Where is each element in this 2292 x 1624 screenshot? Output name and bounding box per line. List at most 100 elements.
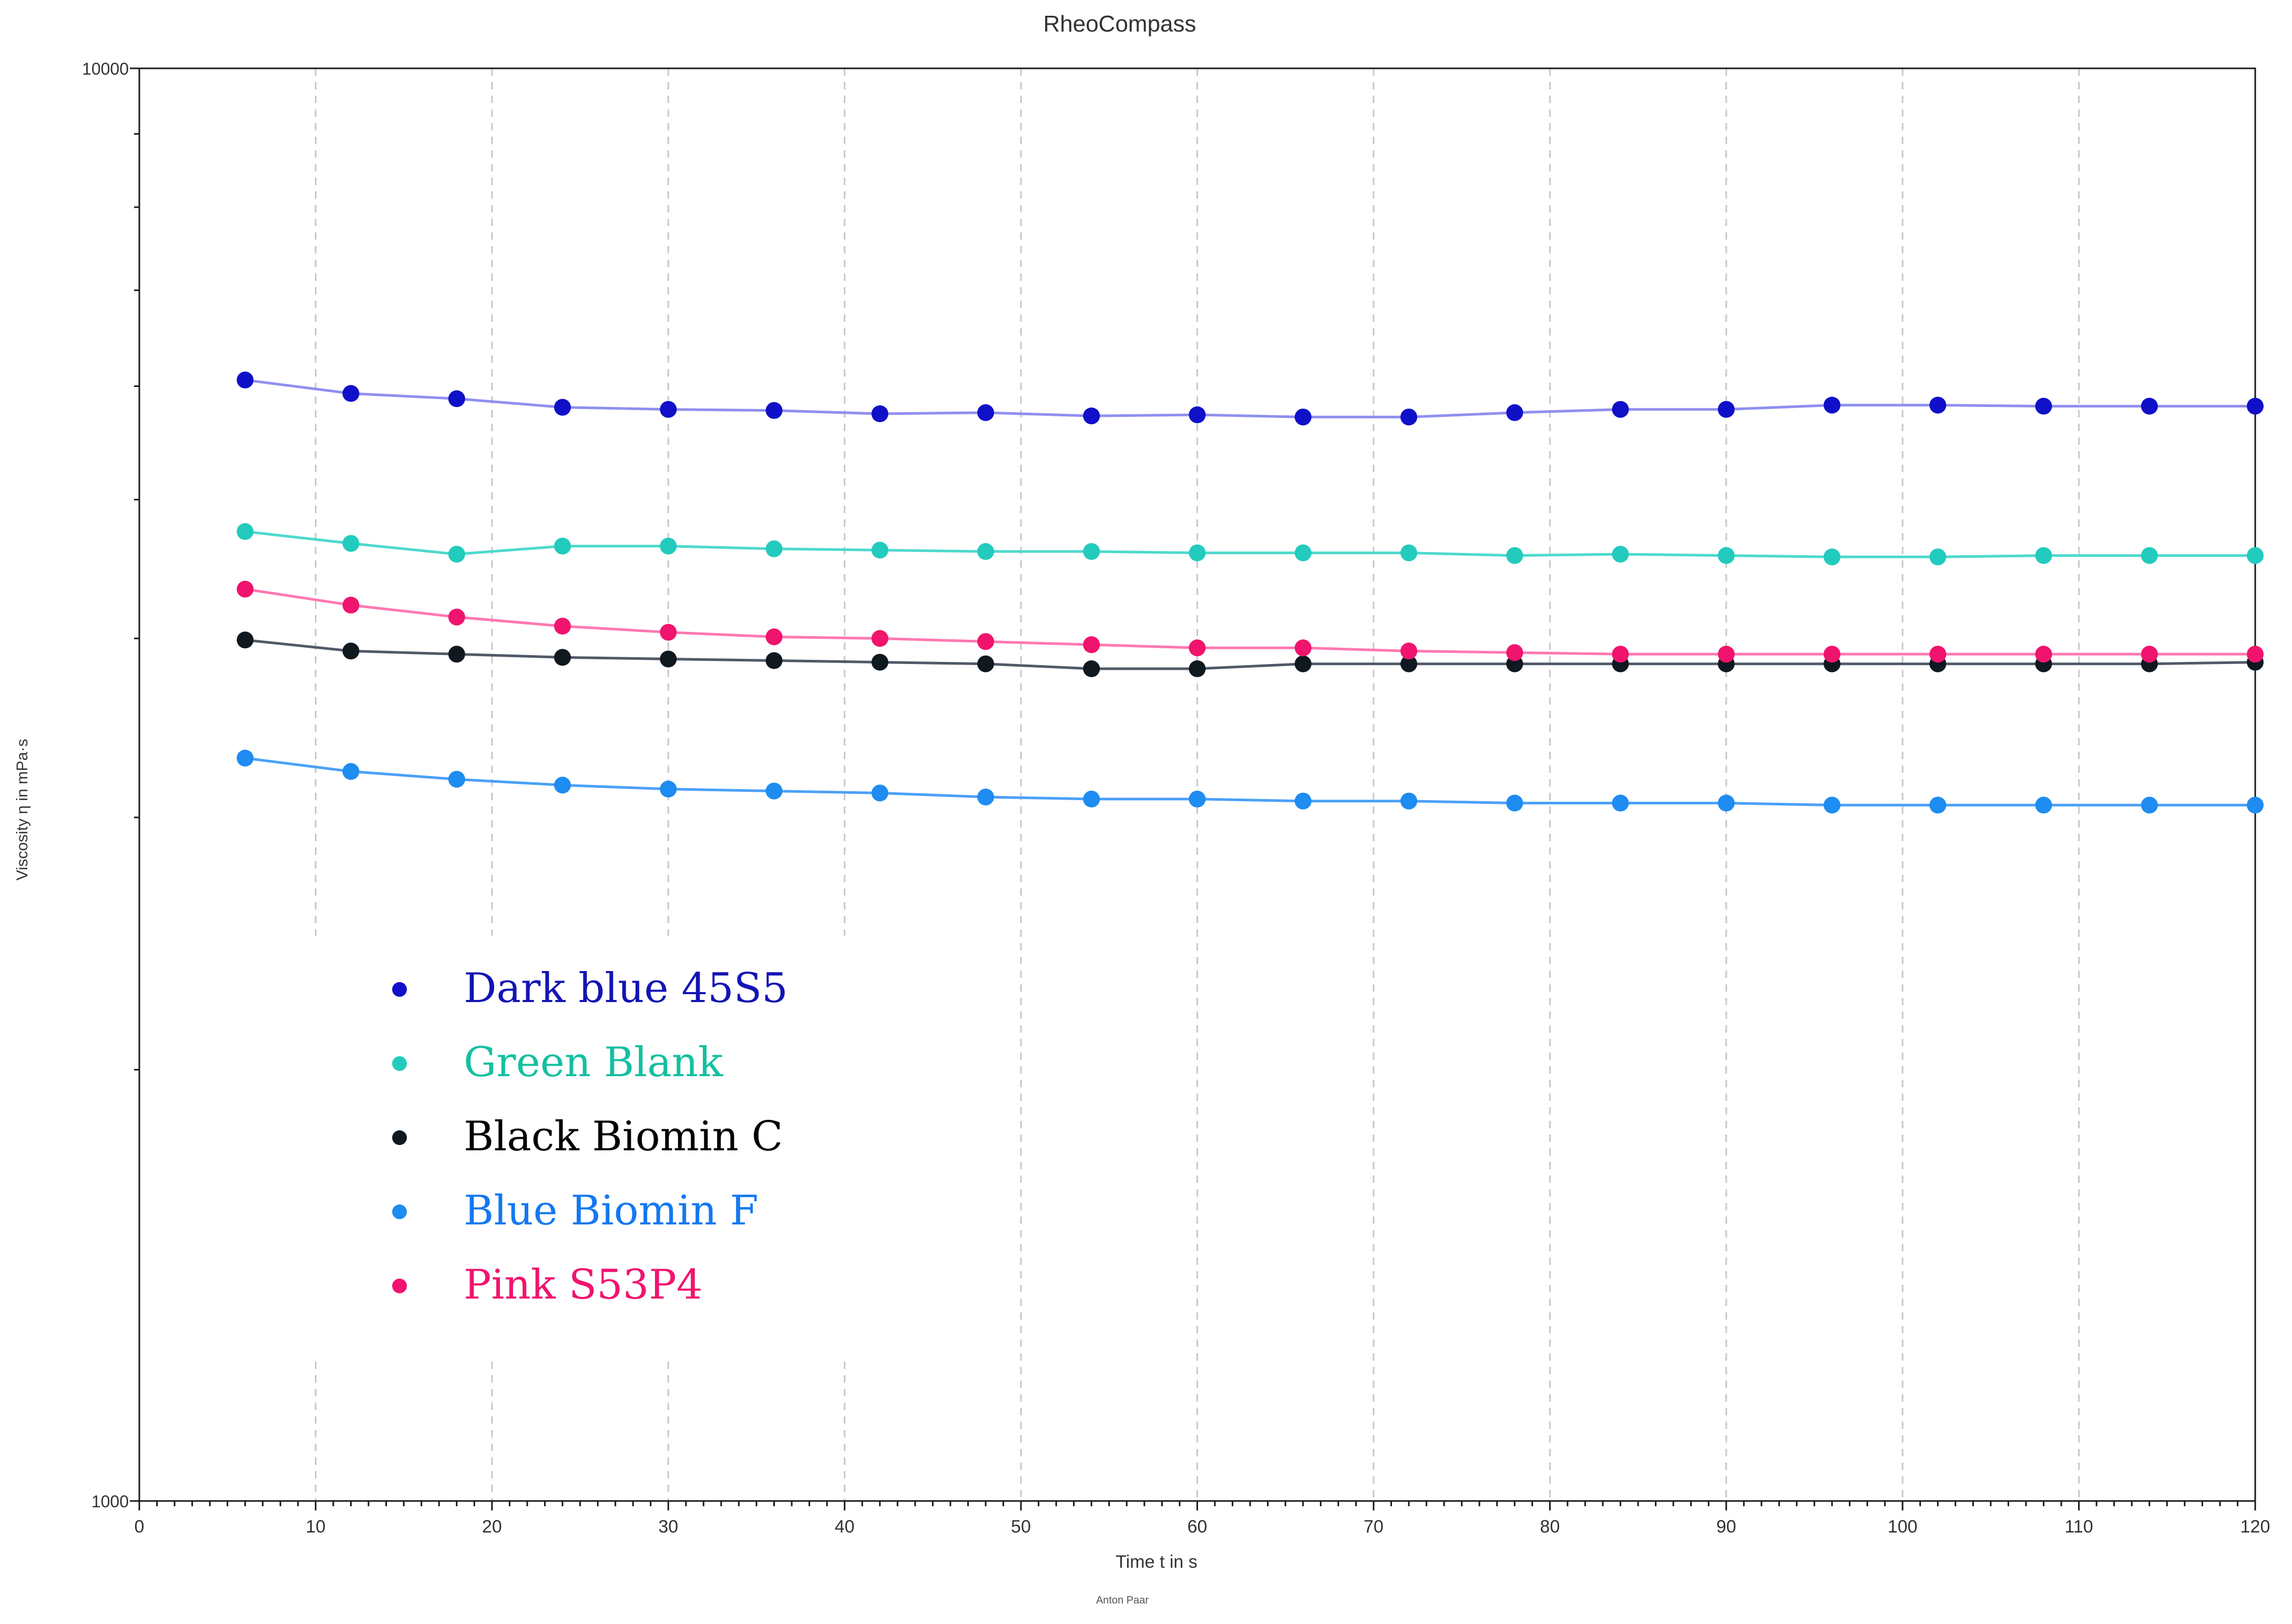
data-point <box>237 750 254 767</box>
data-point <box>237 580 254 598</box>
x-tick-label: 90 <box>1716 1517 1736 1537</box>
series-line <box>245 530 2255 558</box>
data-point <box>2035 796 2052 814</box>
series-green-blank <box>237 523 2264 566</box>
data-point <box>1083 543 1100 560</box>
data-point <box>1189 660 1206 677</box>
y-tick-label: 1000 <box>91 1492 129 1511</box>
data-point <box>1083 790 1100 808</box>
data-point <box>871 405 888 422</box>
x-tick-label: 20 <box>482 1517 502 1537</box>
data-point <box>2035 397 2052 415</box>
data-point <box>448 390 465 407</box>
data-point <box>2035 547 2052 564</box>
legend-label: Dark blue 45S5 <box>464 965 788 1012</box>
legend-label: Black Biomin C <box>464 1113 783 1160</box>
data-point <box>765 540 783 557</box>
data-point <box>2141 796 2158 814</box>
legend-label: Blue Biomin F <box>464 1187 759 1234</box>
x-tick-label: 50 <box>1011 1517 1031 1537</box>
data-point <box>1400 408 1417 426</box>
data-point <box>660 401 677 418</box>
data-point <box>660 537 677 555</box>
data-point <box>1506 404 1523 421</box>
data-point <box>1189 790 1206 808</box>
data-point <box>2141 646 2158 663</box>
data-point <box>1506 644 1523 661</box>
data-point <box>660 624 677 641</box>
legend-label: Green Blank <box>464 1039 723 1086</box>
legend: Dark blue 45S5 Green Blank Black Biomin C B… <box>392 965 788 1309</box>
data-point <box>2141 397 2158 415</box>
data-point <box>448 771 465 788</box>
data-point <box>1506 794 1523 812</box>
data-point <box>237 371 254 389</box>
data-point <box>1189 639 1206 657</box>
data-point <box>1400 792 1417 810</box>
data-point <box>1400 655 1417 672</box>
data-point <box>1612 646 1629 663</box>
series-pink-s53p4 <box>237 580 2264 663</box>
legend-marker <box>392 1279 407 1293</box>
legend-marker <box>392 1056 407 1071</box>
series-line <box>244 588 2255 656</box>
series-line <box>245 638 2256 670</box>
data-point <box>237 523 254 540</box>
data-point <box>1083 636 1100 653</box>
data-point <box>977 789 994 805</box>
data-point <box>448 546 465 563</box>
data-point <box>2141 547 2158 564</box>
data-point <box>660 650 677 668</box>
data-point <box>2247 397 2264 415</box>
data-point <box>1294 639 1312 657</box>
data-point <box>342 535 360 552</box>
data-point <box>1506 547 1523 564</box>
legend-label: Pink S53P4 <box>464 1261 703 1309</box>
data-point <box>342 642 360 660</box>
data-point <box>2035 646 2052 663</box>
y-axis-label: Viscosity η in mPa·s <box>14 739 31 881</box>
data-point <box>1824 548 1840 566</box>
legend-item: Green Blank <box>392 1039 723 1086</box>
x-tick-label: 80 <box>1540 1517 1560 1537</box>
legend-item: Blue Biomin F <box>392 1187 759 1234</box>
x-tick-label: 110 <box>2064 1517 2093 1537</box>
data-point <box>1824 646 1840 663</box>
x-tick-label: 40 <box>835 1517 855 1537</box>
x-tick-label: 120 <box>2240 1517 2270 1537</box>
data-point <box>448 646 465 663</box>
data-point <box>1294 792 1312 810</box>
data-point <box>660 780 677 798</box>
data-point <box>977 655 994 672</box>
data-point <box>342 763 360 780</box>
data-point <box>977 404 994 421</box>
data-point <box>2247 646 2264 663</box>
x-tick-label: 60 <box>1188 1517 1208 1537</box>
data-point <box>2247 796 2264 814</box>
data-point <box>554 777 571 794</box>
data-point <box>871 542 888 559</box>
data-point <box>1083 660 1100 677</box>
axes: 0 10 20 30 40 50 60 70 80 90 100 110 120 1000 10000 <box>82 59 2270 1537</box>
x-tick-label: 10 <box>306 1517 326 1537</box>
data-point <box>1083 407 1100 425</box>
footer-credit: Anton Paar <box>1096 1595 1149 1606</box>
x-tick-label: 30 <box>658 1517 678 1537</box>
series-line <box>244 379 2255 418</box>
data-point <box>448 608 465 626</box>
x-tick-label: 0 <box>135 1517 145 1537</box>
data-point <box>1824 796 1840 814</box>
series-group <box>237 371 2264 814</box>
data-point <box>1929 396 1947 414</box>
data-point <box>765 782 783 800</box>
data-point <box>342 597 360 614</box>
data-point <box>1294 408 1312 426</box>
data-point <box>1717 547 1735 564</box>
legend-marker <box>392 982 407 997</box>
series-dark-blue-45s5 <box>237 371 2264 426</box>
data-point <box>1929 646 1947 663</box>
data-point <box>1929 548 1947 566</box>
data-point <box>1824 396 1840 414</box>
x-tick-label: 70 <box>1364 1517 1384 1537</box>
